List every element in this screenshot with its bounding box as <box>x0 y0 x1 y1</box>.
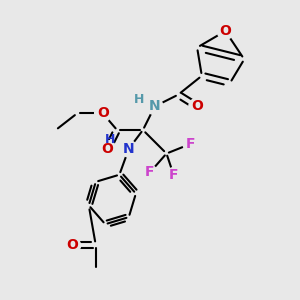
Text: H: H <box>134 93 145 106</box>
Circle shape <box>121 141 137 157</box>
Text: O: O <box>97 106 109 121</box>
Text: H: H <box>105 133 115 146</box>
Text: F: F <box>145 165 155 179</box>
Text: O: O <box>66 238 78 252</box>
Text: O: O <box>191 99 203 113</box>
Circle shape <box>146 98 163 115</box>
Circle shape <box>143 165 157 179</box>
Circle shape <box>99 141 116 157</box>
Text: F: F <box>185 137 195 151</box>
Circle shape <box>94 105 111 122</box>
Text: F: F <box>169 168 178 182</box>
Circle shape <box>64 237 80 254</box>
Text: O: O <box>102 142 113 156</box>
Circle shape <box>167 168 181 182</box>
Text: N: N <box>149 99 161 113</box>
Circle shape <box>217 23 234 39</box>
Circle shape <box>189 98 206 115</box>
Text: O: O <box>219 24 231 38</box>
Text: N: N <box>123 142 135 156</box>
Circle shape <box>183 137 197 151</box>
